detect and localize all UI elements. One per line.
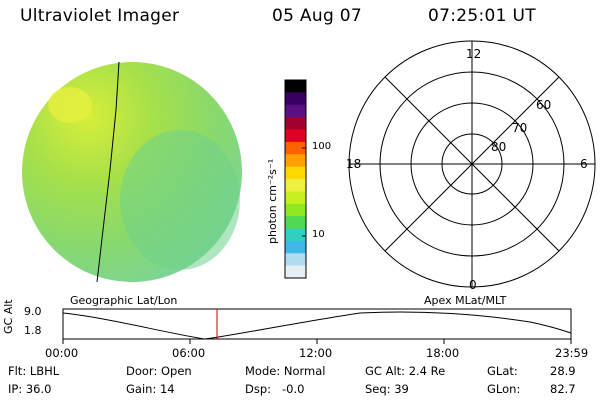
gc-alt-status: GC Alt: 2.4 Re — [365, 364, 446, 378]
strip-xtick-0600: 06:00 — [172, 346, 206, 360]
colorbar-stripe — [285, 104, 306, 118]
filter-status: Flt: LBHL — [8, 364, 60, 378]
colorbar-stripes — [285, 80, 306, 279]
strip-ylabel: GC Alt — [2, 299, 15, 334]
instrument-title: Ultraviolet Imager — [20, 6, 180, 26]
mlat-label-70: 70 — [512, 121, 528, 135]
strip-xtick-1200: 12:00 — [299, 346, 333, 360]
gain-status: Gain: 14 — [126, 382, 175, 396]
apex-coords-label: Apex MLat/MLT — [424, 294, 507, 307]
colorbar — [284, 79, 307, 279]
uv-image — [22, 61, 242, 283]
polar-plot — [348, 40, 596, 288]
colorbar-stripe — [285, 179, 306, 192]
mlat-label-60: 60 — [536, 98, 552, 112]
colorbar-stripe — [285, 240, 306, 254]
mlt-label-0: 0 — [469, 278, 477, 292]
glon-value: 82.7 — [550, 382, 576, 396]
colorbar-stripe — [285, 129, 306, 143]
date-label: 05 Aug 07 — [272, 6, 362, 26]
uv-disk-bright-spot — [48, 87, 92, 123]
colorbar-stripe — [285, 92, 306, 106]
colorbar-stripe — [285, 203, 306, 217]
seq-status: Seq: 39 — [365, 382, 409, 396]
strip-xtick-0000: 00:00 — [45, 346, 79, 360]
mlt-label-12: 12 — [466, 47, 482, 61]
colorbar-frame — [284, 79, 307, 279]
colorbar-label-100: 100 — [312, 141, 332, 152]
colorbar-stripe — [285, 117, 306, 131]
colorbar-label-10: 10 — [312, 229, 325, 240]
glat-label: GLat: — [487, 364, 518, 378]
mode-status: Mode: Normal — [245, 364, 326, 378]
strip-xtick-1800: 18:00 — [426, 346, 460, 360]
altitude-curve — [62, 311, 572, 340]
uv-disk-shade — [120, 130, 240, 270]
colorbar-stripe — [285, 141, 306, 155]
colorbar-stripe — [285, 253, 306, 267]
colorbar-unit: photon cm⁻²s⁻¹ — [266, 158, 279, 244]
glon-label: GLon: — [487, 382, 521, 396]
dsp-status: Dsp: -0.0 — [245, 382, 305, 396]
strip-ytick-low: 1.8 — [24, 324, 42, 337]
strip-frame — [62, 308, 572, 340]
geographic-coords-label: Geographic Lat/Lon — [70, 294, 178, 307]
ip-status: IP: 36.0 — [8, 382, 52, 396]
strip-ytick-high: 9.0 — [24, 305, 42, 318]
colorbar-stripe — [285, 154, 306, 168]
geo-lon-line — [96, 61, 120, 283]
colorbar-stripe — [285, 265, 306, 279]
mlt-label-6: 6 — [580, 157, 588, 171]
strip-xtick-2359: 23:59 — [555, 346, 589, 360]
colorbar-stripe — [285, 166, 306, 180]
door-status: Door: Open — [126, 364, 192, 378]
polar-diag-2 — [384, 76, 560, 252]
colorbar-stripe — [285, 228, 306, 242]
mlat-label-80: 80 — [491, 140, 507, 154]
time-label: 07:25:01 UT — [428, 6, 536, 26]
colorbar-stripe — [285, 191, 306, 205]
glat-value: 28.9 — [550, 364, 576, 378]
mlt-label-18: 18 — [346, 157, 362, 171]
colorbar-stripe — [285, 80, 306, 93]
altitude-strip — [62, 308, 572, 344]
colorbar-stripe — [285, 216, 306, 230]
